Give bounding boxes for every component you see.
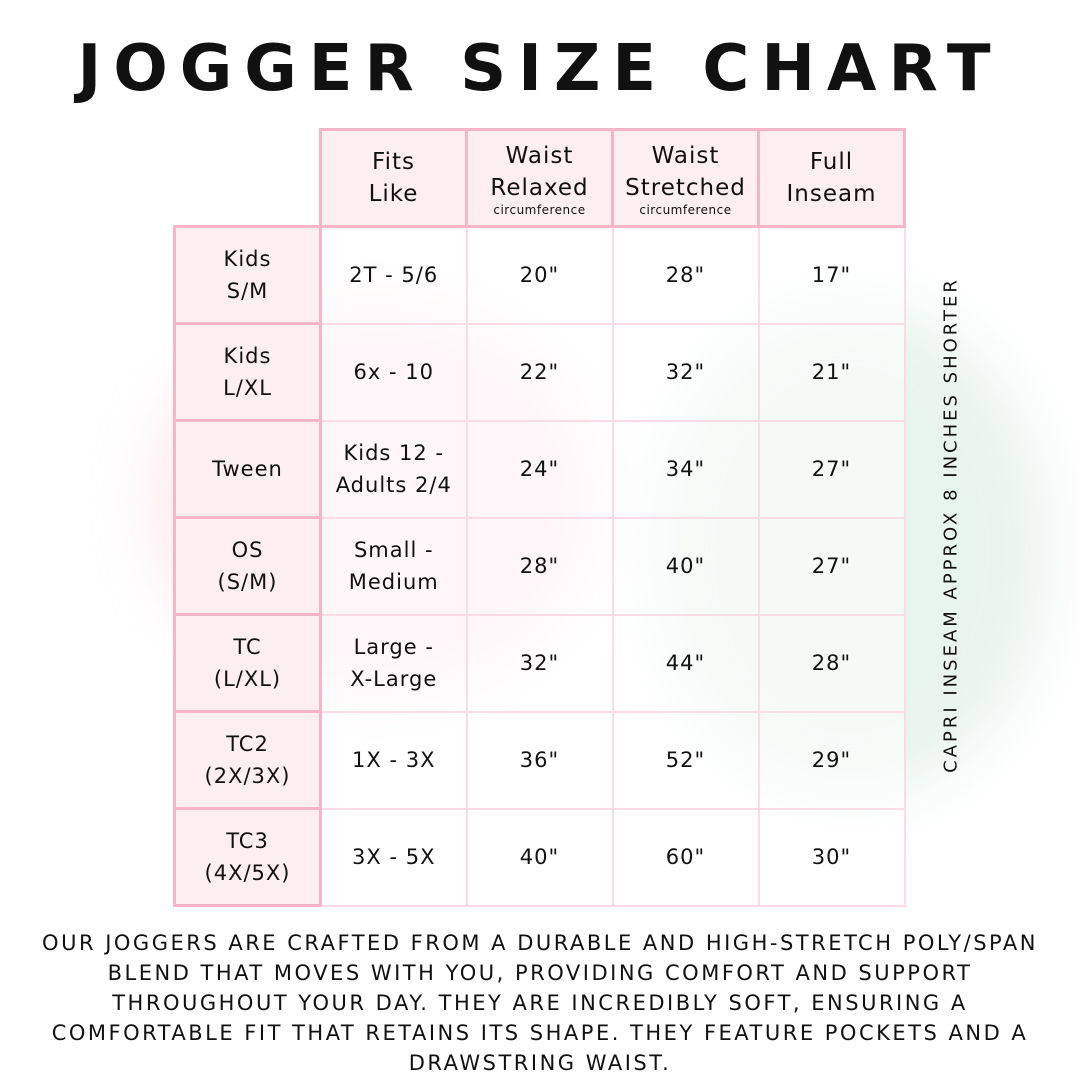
cell-text: (2X/3X) — [204, 764, 291, 788]
header-text: Fits — [372, 149, 415, 175]
table-row: TC2 (2X/3X) 1X - 3X 36" 52" 29" — [173, 710, 906, 810]
cell-text: Kids 12 - — [343, 441, 445, 465]
cell-waist-stretched: 60" — [611, 807, 760, 907]
cell-text: (S/M) — [217, 570, 278, 594]
header-subtext: circumference — [493, 203, 586, 217]
corner-cell — [175, 130, 321, 227]
table-row: TC (L/XL) Large - X-Large 32" 44" 28" — [173, 613, 906, 713]
cell-fits-like: Large - X-Large — [319, 613, 468, 713]
cell-waist-relaxed: 20" — [465, 225, 614, 325]
header-text: Relaxed — [490, 175, 589, 201]
cell-full-inseam: 30" — [757, 807, 906, 907]
cell-text: X-Large — [350, 667, 438, 691]
cell-text: 6x - 10 — [353, 360, 434, 384]
cell-waist-relaxed: 22" — [465, 322, 614, 422]
table-row: OS (S/M) Small - Medium 28" 40" 27" — [173, 516, 906, 616]
cell-full-inseam: 17" — [757, 225, 906, 325]
header-text: Full — [809, 149, 854, 175]
cell-text: 3X - 5X — [352, 845, 436, 869]
cell-full-inseam: 29" — [757, 710, 906, 810]
header-text: Waist — [651, 143, 720, 169]
cell-waist-relaxed: 40" — [465, 807, 614, 907]
cell-waist-relaxed: 24" — [465, 419, 614, 519]
col-header-full-inseam: Full Inseam — [757, 128, 906, 228]
cell-text: 1X - 3X — [352, 748, 436, 772]
cell-fits-like: Small - Medium — [319, 516, 468, 616]
cell-text: (L/XL) — [213, 667, 282, 691]
header-row: Fits Like Waist Relaxed circumference Waist… — [175, 128, 906, 228]
cell-text: S/M — [226, 279, 269, 303]
row-label: Kids S/M — [173, 225, 322, 325]
row-label: TC2 (2X/3X) — [173, 710, 322, 810]
cell-text: (4X/5X) — [204, 861, 291, 885]
cell-full-inseam: 27" — [757, 516, 906, 616]
col-header-waist-stretched: Waist Stretched circumference — [611, 128, 760, 228]
cell-text: Adults 2/4 — [335, 473, 452, 497]
cell-fits-like: Kids 12 - Adults 2/4 — [319, 419, 468, 519]
cell-text: Kids — [223, 247, 272, 271]
cell-waist-stretched: 52" — [611, 710, 760, 810]
cell-full-inseam: 21" — [757, 322, 906, 422]
cell-waist-stretched: 44" — [611, 613, 760, 713]
header-text: Waist — [505, 143, 574, 169]
cell-text: L/XL — [223, 376, 272, 400]
cell-text: TC2 — [226, 732, 269, 756]
page-title: JOGGER SIZE CHART — [77, 32, 1003, 106]
header-subtext: circumference — [639, 203, 732, 217]
cell-text: Large - — [353, 635, 434, 659]
cell-text: Small - — [353, 538, 434, 562]
row-label: Tween — [173, 419, 322, 519]
header-text: Inseam — [786, 181, 877, 207]
cell-waist-stretched: 34" — [611, 419, 760, 519]
cell-text: Tween — [212, 457, 283, 481]
cell-waist-relaxed: 32" — [465, 613, 614, 713]
cell-waist-stretched: 28" — [611, 225, 760, 325]
capri-note: CAPRI INSEAM APPROX 8 INCHES SHORTER — [940, 277, 962, 773]
product-description: Our joggers are crafted from a durable a… — [42, 931, 1038, 1075]
cell-text: TC3 — [226, 829, 269, 853]
header-text: Stretched — [625, 175, 746, 201]
table-row: Kids L/XL 6x - 10 22" 32" 21" — [173, 322, 906, 422]
cell-text: OS — [231, 538, 264, 562]
cell-waist-stretched: 40" — [611, 516, 760, 616]
col-header-fits-like: Fits Like — [319, 128, 468, 228]
cell-waist-relaxed: 36" — [465, 710, 614, 810]
cell-text: TC — [233, 635, 262, 659]
size-table: Fits Like Waist Relaxed circumference Waist… — [173, 128, 906, 907]
cell-full-inseam: 27" — [757, 419, 906, 519]
cell-text: Medium — [348, 570, 439, 594]
row-label: OS (S/M) — [173, 516, 322, 616]
header-text: Like — [368, 181, 419, 207]
table-row: Tween Kids 12 - Adults 2/4 24" 34" 27" — [173, 419, 906, 519]
cell-text: Kids — [223, 344, 272, 368]
cell-fits-like: 3X - 5X — [319, 807, 468, 907]
table-row: Kids S/M 2T - 5/6 20" 28" 17" — [173, 225, 906, 325]
cell-waist-stretched: 32" — [611, 322, 760, 422]
cell-fits-like: 1X - 3X — [319, 710, 468, 810]
cell-waist-relaxed: 28" — [465, 516, 614, 616]
col-header-waist-relaxed: Waist Relaxed circumference — [465, 128, 614, 228]
row-label: TC (L/XL) — [173, 613, 322, 713]
cell-full-inseam: 28" — [757, 613, 906, 713]
cell-fits-like: 2T - 5/6 — [319, 225, 468, 325]
row-label: TC3 (4X/5X) — [173, 807, 322, 907]
table-row: TC3 (4X/5X) 3X - 5X 40" 60" 30" — [173, 807, 906, 907]
cell-fits-like: 6x - 10 — [319, 322, 468, 422]
cell-text: 2T - 5/6 — [349, 263, 439, 288]
row-label: Kids L/XL — [173, 322, 322, 422]
